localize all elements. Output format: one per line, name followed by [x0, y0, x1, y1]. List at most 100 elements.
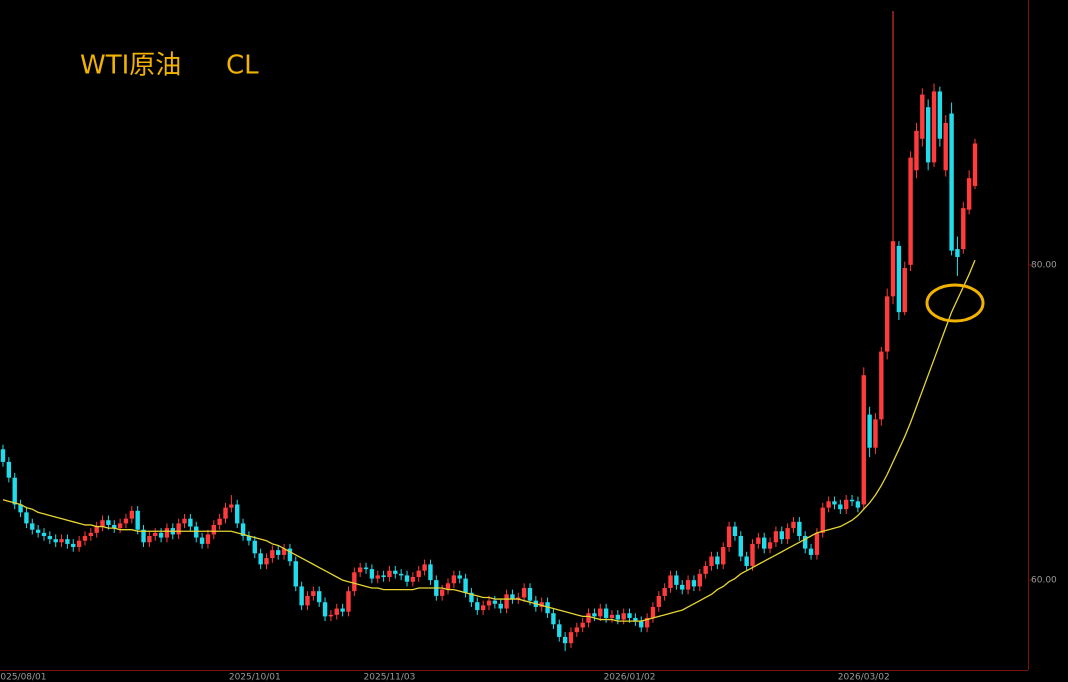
candle-body	[808, 548, 814, 555]
candle-body	[966, 178, 972, 210]
candle-body	[357, 567, 363, 573]
candle-body	[287, 548, 293, 562]
candle-body	[662, 588, 667, 596]
candle-body	[316, 591, 322, 603]
candle-body	[270, 550, 275, 559]
candle-body	[486, 600, 492, 606]
candle-body	[492, 600, 498, 604]
candle-body	[117, 523, 123, 529]
candle-body	[252, 540, 257, 554]
candle-body	[416, 570, 421, 577]
candle-body	[106, 520, 111, 525]
candle-body	[908, 157, 913, 265]
x-tick-label: 2025/08/01	[0, 673, 47, 682]
candle-body	[439, 589, 445, 596]
candle-body	[621, 613, 626, 620]
candle-body	[832, 501, 837, 505]
candle-body	[293, 561, 298, 587]
candle-body	[738, 536, 743, 557]
candle-body	[709, 556, 714, 566]
candle-body	[510, 594, 515, 600]
candle-body	[791, 521, 796, 529]
candle-body	[422, 564, 427, 571]
candle-body	[457, 575, 462, 579]
candle-body	[820, 507, 825, 533]
candle-body	[779, 531, 784, 540]
candle-body	[504, 594, 509, 609]
candle-body	[182, 518, 187, 524]
candle-body	[879, 351, 884, 420]
candle-body	[65, 539, 70, 544]
candle-body	[47, 536, 53, 540]
candle-body	[955, 249, 960, 257]
candle-body	[890, 241, 896, 297]
candle-body	[176, 523, 181, 535]
candle-body	[217, 518, 222, 525]
candle-body	[855, 501, 861, 508]
candle-body	[475, 602, 480, 611]
candle-body	[30, 523, 35, 530]
y-tick-label: 80.00	[1031, 260, 1057, 270]
candle-body	[925, 107, 931, 163]
candle-body	[387, 570, 392, 577]
candle-body	[574, 627, 580, 633]
candle-body	[568, 632, 574, 644]
candle-body	[322, 602, 328, 617]
candle-body	[24, 512, 29, 524]
candle-body	[188, 518, 193, 527]
candle-body	[346, 591, 351, 612]
candle-body	[59, 539, 64, 543]
candle-body	[480, 605, 486, 611]
candle-body	[199, 537, 205, 544]
candle-body	[744, 556, 749, 566]
candle-body	[920, 94, 925, 139]
candle-body	[633, 617, 638, 622]
candle-body	[580, 622, 585, 628]
candle-body	[352, 572, 357, 592]
candle-body	[246, 536, 252, 541]
candle-body	[943, 122, 948, 171]
candle-body	[211, 524, 216, 535]
candle-body	[703, 565, 708, 574]
candle-body	[814, 532, 820, 555]
candle-body	[158, 532, 164, 538]
candle-body	[363, 567, 369, 570]
candle-body	[393, 570, 398, 574]
candle-body	[797, 521, 802, 536]
candle-body	[715, 556, 720, 565]
candle-body	[299, 586, 304, 606]
candle-body	[94, 526, 99, 533]
x-tick-label: 2026/03/02	[838, 673, 890, 682]
candle-body	[328, 614, 334, 617]
candle-body	[539, 602, 544, 607]
candle-body	[750, 543, 755, 566]
candle-body	[668, 575, 673, 589]
candle-body	[603, 608, 609, 618]
candle-body	[381, 575, 386, 577]
candle-body	[164, 528, 170, 538]
candle-body	[276, 550, 281, 555]
candle-body	[685, 580, 691, 590]
candle-body	[112, 524, 117, 529]
candle-body	[896, 245, 902, 313]
candle-body	[586, 613, 591, 623]
moving-average-line	[2, 259, 976, 622]
candle-body	[41, 532, 47, 536]
candle-body	[521, 588, 527, 598]
highlight-ellipse	[925, 283, 985, 323]
candle-body	[838, 504, 843, 510]
candle-body	[826, 501, 831, 508]
candle-body	[404, 575, 410, 582]
candle-body	[6, 461, 12, 478]
candle-body	[598, 608, 603, 617]
candle-body	[147, 536, 152, 543]
candle-body	[650, 606, 656, 618]
candle-body	[884, 296, 890, 352]
candle-body	[551, 613, 556, 625]
candle-body	[773, 531, 779, 543]
chart-subtitle: CL	[226, 51, 259, 81]
candle-body	[914, 130, 919, 171]
candle-body	[82, 536, 88, 541]
candle-body	[843, 499, 849, 510]
